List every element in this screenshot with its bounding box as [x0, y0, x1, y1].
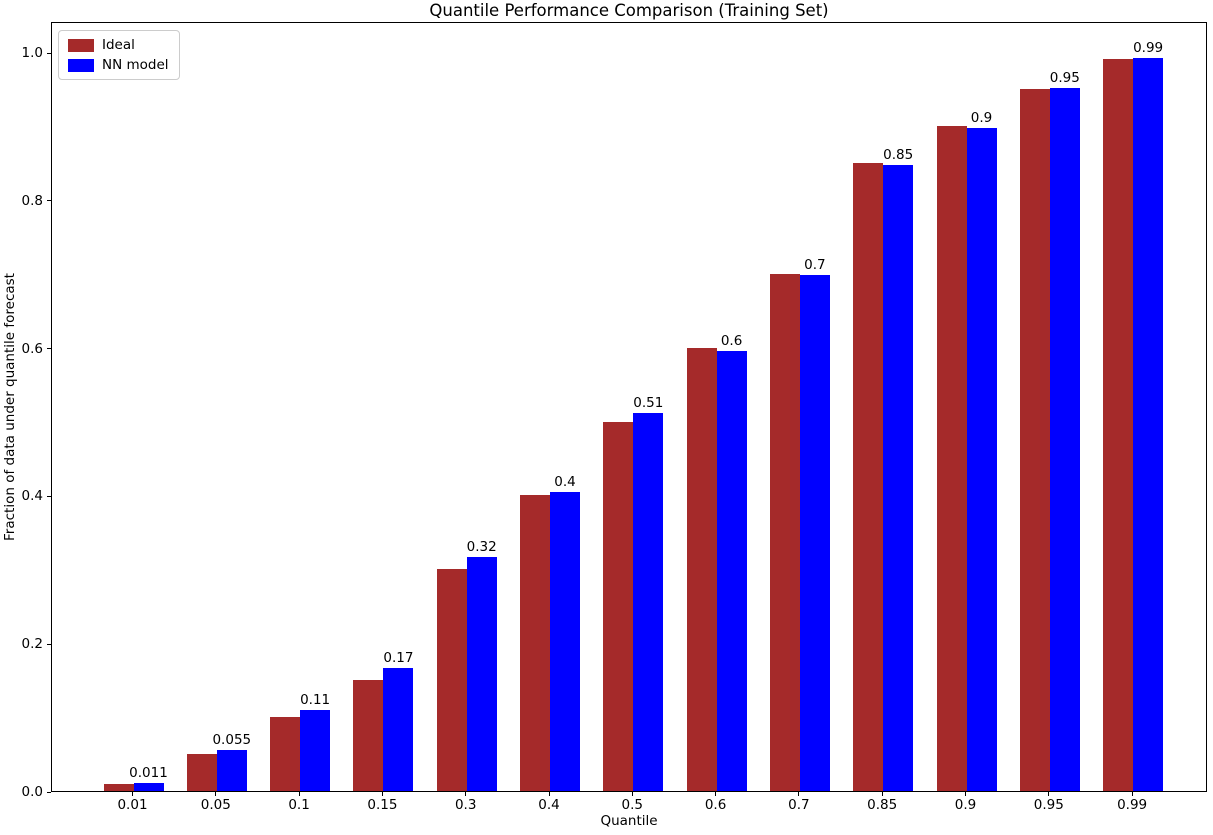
x-tick-label: 0.5 [621, 797, 644, 813]
x-tick-mark [1131, 792, 1133, 796]
chart-title: Quantile Performance Comparison (Trainin… [429, 1, 829, 20]
bar-nn-model [550, 492, 580, 791]
x-tick-mark [1048, 792, 1050, 796]
y-tick-label: 1.0 [21, 45, 43, 61]
bar-ideal [353, 680, 384, 791]
x-axis-label: Quantile [600, 813, 658, 829]
bar-ideal [436, 569, 467, 791]
bar-value-label: 0.95 [1049, 70, 1080, 87]
y-tick-label: 0.2 [21, 636, 43, 653]
bar-nn-model [216, 750, 247, 791]
x-tick-mark [798, 792, 800, 796]
x-tick-label: 0.99 [1117, 797, 1148, 813]
x-tick-mark [548, 792, 550, 796]
x-tick-mark [298, 792, 300, 796]
x-tick-mark [715, 792, 717, 796]
legend-label-ideal: Ideal [102, 37, 135, 53]
x-tick-mark [631, 792, 633, 796]
y-tick-label: 0.6 [21, 340, 43, 357]
x-tick-label: 0.3 [454, 797, 477, 813]
bar-value-label: 0.011 [129, 764, 168, 781]
x-tick-mark [965, 792, 966, 796]
x-tick-label: 0.85 [867, 797, 898, 813]
x-tick-mark [215, 792, 217, 796]
bar-nn-model [966, 128, 997, 791]
y-tick-mark [47, 52, 51, 54]
bar-value-label: 0.32 [466, 539, 497, 556]
legend-label-nn-model: NN model [102, 57, 169, 73]
x-tick-mark [381, 792, 383, 796]
bar-value-label: 0.99 [1133, 39, 1164, 56]
x-tick-label: 0.4 [538, 797, 560, 813]
bar-value-label: 0.7 [804, 257, 826, 274]
bar-ideal [103, 783, 134, 791]
x-tick-mark [465, 792, 467, 796]
bar-value-label: 0.9 [970, 110, 993, 127]
bar-ideal [520, 495, 550, 791]
bar-nn-model [1049, 88, 1080, 791]
bar-nn-model [466, 557, 497, 791]
y-tick-mark [47, 643, 51, 645]
legend-item-ideal: Ideal [68, 38, 169, 52]
x-tick-label: 0.9 [954, 797, 977, 813]
plot-area: Ideal NN model 0.011 0.055 0.11 0.17 0.32 0.4… [51, 22, 1207, 792]
bar-nn-model [633, 413, 664, 791]
x-tick-mark [132, 792, 133, 796]
bar-nn-model [716, 350, 747, 791]
y-tick-label: 0.0 [21, 784, 43, 800]
x-tick-label: 0.15 [367, 797, 398, 813]
legend-swatch-nn-model [68, 58, 94, 72]
y-tick-mark [47, 200, 51, 202]
bar-nn-model [799, 275, 830, 791]
bar-value-label: 0.4 [554, 474, 576, 491]
y-tick-mark [47, 791, 51, 793]
y-tick-mark [47, 495, 51, 497]
bar-nn-model [133, 782, 164, 791]
bar-ideal [936, 125, 967, 791]
bar-value-label: 0.85 [883, 147, 914, 164]
x-tick-label: 0.7 [788, 797, 810, 813]
x-tick-label: 0.6 [704, 797, 727, 813]
bar-value-label: 0.11 [300, 692, 331, 709]
x-tick-label: 0.01 [117, 797, 148, 813]
bar-ideal [186, 754, 217, 791]
x-tick-label: 0.1 [288, 797, 310, 813]
x-tick-label: 0.95 [1033, 797, 1064, 813]
legend-swatch-ideal [68, 38, 94, 52]
bar-ideal [270, 717, 301, 791]
bar-ideal [853, 162, 884, 791]
bar-value-label: 0.51 [633, 395, 664, 412]
legend-item-nn-model: NN model [68, 58, 169, 72]
bar-ideal [603, 421, 634, 791]
bar-ideal [1019, 88, 1050, 791]
bar-ideal [769, 273, 800, 791]
x-tick-mark [881, 792, 883, 796]
bar-value-label: 0.17 [383, 649, 414, 666]
legend: Ideal NN model [58, 30, 180, 80]
bar-nn-model [1133, 57, 1164, 791]
y-tick-label: 0.8 [21, 192, 43, 209]
bar-value-label: 0.6 [720, 332, 743, 349]
bar-nn-model [383, 667, 414, 791]
bar-nn-model [883, 165, 914, 791]
bar-ideal [686, 347, 717, 791]
bar-ideal [1103, 59, 1134, 791]
x-tick-label: 0.05 [200, 797, 231, 813]
y-tick-label: 0.4 [21, 488, 43, 505]
bar-nn-model [300, 710, 331, 791]
bar-value-label: 0.055 [212, 732, 252, 749]
y-tick-mark [47, 348, 51, 350]
